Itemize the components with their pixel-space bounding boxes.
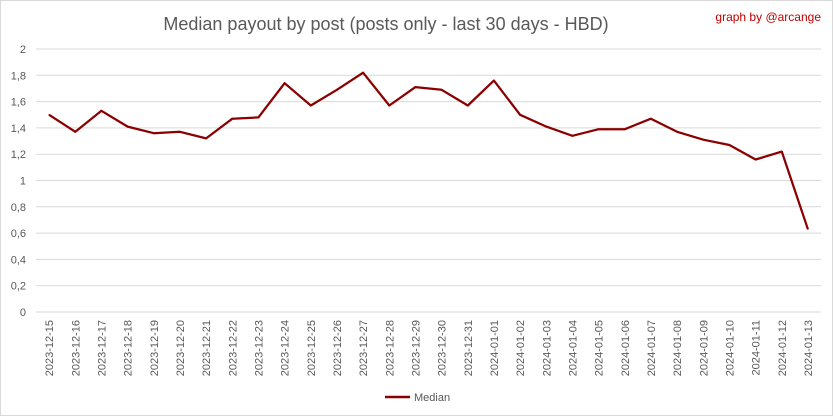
x-tick-label: 2023-12-19 xyxy=(149,320,161,376)
y-tick-label: 0,4 xyxy=(11,254,26,266)
y-tick-label: 0,2 xyxy=(11,281,26,293)
data-point xyxy=(754,158,757,161)
legend-label-median: Median xyxy=(414,392,450,404)
x-tick-label: 2023-12-18 xyxy=(123,320,135,376)
y-tick-label: 1,2 xyxy=(11,149,26,161)
x-tick-label: 2024-01-08 xyxy=(672,320,684,376)
x-tick-label: 2024-01-01 xyxy=(489,320,501,376)
x-tick-label: 2024-01-10 xyxy=(724,320,736,376)
data-point xyxy=(100,110,103,112)
y-tick-label: 0,6 xyxy=(11,228,26,240)
data-point xyxy=(362,72,364,74)
data-point xyxy=(414,86,417,88)
data-point xyxy=(310,104,312,107)
data-point xyxy=(257,116,260,118)
x-tick-label: 2024-01-07 xyxy=(646,320,658,376)
y-axis-ticks: 0 0,2 0,4 0,6 0,8 1 1,2 1,4 1,6 1,8 2 xyxy=(11,44,26,319)
data-point xyxy=(336,89,338,91)
data-point xyxy=(676,131,678,133)
x-tick-label: 2023-12-21 xyxy=(201,320,213,376)
x-tick-label: 2024-01-09 xyxy=(698,320,710,376)
y-tick-label: 1,4 xyxy=(11,123,26,135)
x-tick-label: 2023-12-25 xyxy=(306,320,318,376)
series-line-median xyxy=(48,71,809,230)
x-tick-label: 2023-12-16 xyxy=(70,320,82,376)
data-point xyxy=(205,137,207,140)
data-point xyxy=(702,139,704,141)
y-tick-label: 2 xyxy=(20,44,26,56)
x-tick-label: 2024-01-04 xyxy=(567,320,579,376)
data-point xyxy=(545,125,547,128)
data-point xyxy=(388,104,390,107)
data-point xyxy=(519,114,521,116)
data-point xyxy=(231,118,233,120)
x-tick-label: 2024-01-03 xyxy=(541,320,553,376)
data-point xyxy=(728,144,731,146)
x-tick-label: 2023-12-31 xyxy=(463,320,475,376)
x-axis-ticks: 2023-12-15 2023-12-16 2023-12-17 2023-12-18… xyxy=(44,320,815,376)
gridlines xyxy=(36,48,821,313)
data-point xyxy=(493,79,495,82)
x-tick-label: 2023-12-20 xyxy=(175,320,187,376)
y-tick-label: 0,8 xyxy=(11,202,26,214)
series-lines xyxy=(48,71,809,230)
data-point xyxy=(807,228,809,230)
data-point xyxy=(440,89,443,91)
x-tick-label: 2024-01-13 xyxy=(803,320,815,376)
legend: Median xyxy=(385,392,450,404)
chart-credit: graph by @arcange xyxy=(715,10,821,24)
x-tick-label: 2023-12-24 xyxy=(280,320,292,376)
data-point xyxy=(179,131,181,133)
x-tick-label: 2023-12-30 xyxy=(437,320,449,376)
y-tick-label: 1 xyxy=(20,176,26,188)
x-tick-label: 2024-01-12 xyxy=(777,320,789,376)
x-tick-label: 2023-12-17 xyxy=(96,320,108,376)
y-tick-label: 1,6 xyxy=(11,97,26,109)
data-point xyxy=(624,128,626,130)
x-tick-label: 2024-01-05 xyxy=(594,320,606,376)
x-tick-label: 2023-12-22 xyxy=(227,320,239,376)
x-tick-label: 2023-12-23 xyxy=(253,320,265,376)
data-point xyxy=(571,135,574,137)
data-point xyxy=(126,125,129,128)
x-tick-label: 2024-01-11 xyxy=(751,320,763,375)
data-point xyxy=(48,114,50,116)
data-point xyxy=(781,150,783,153)
chart-title: Median payout by post (posts only - last… xyxy=(163,14,608,34)
data-point xyxy=(74,131,76,133)
y-tick-label: 1,8 xyxy=(11,70,26,82)
data-point xyxy=(650,118,652,120)
x-tick-label: 2023-12-28 xyxy=(384,320,396,376)
x-tick-label: 2023-12-29 xyxy=(410,320,422,376)
data-point xyxy=(467,104,469,107)
x-tick-label: 2024-01-06 xyxy=(620,320,632,376)
x-tick-label: 2023-12-15 xyxy=(44,320,56,376)
data-point xyxy=(283,82,286,84)
x-tick-label: 2023-12-27 xyxy=(358,320,370,376)
data-point xyxy=(597,128,600,130)
x-tick-label: 2024-01-02 xyxy=(515,320,527,376)
data-point xyxy=(153,132,155,134)
y-tick-label: 0 xyxy=(20,307,26,319)
x-tick-label: 2023-12-26 xyxy=(332,320,344,376)
